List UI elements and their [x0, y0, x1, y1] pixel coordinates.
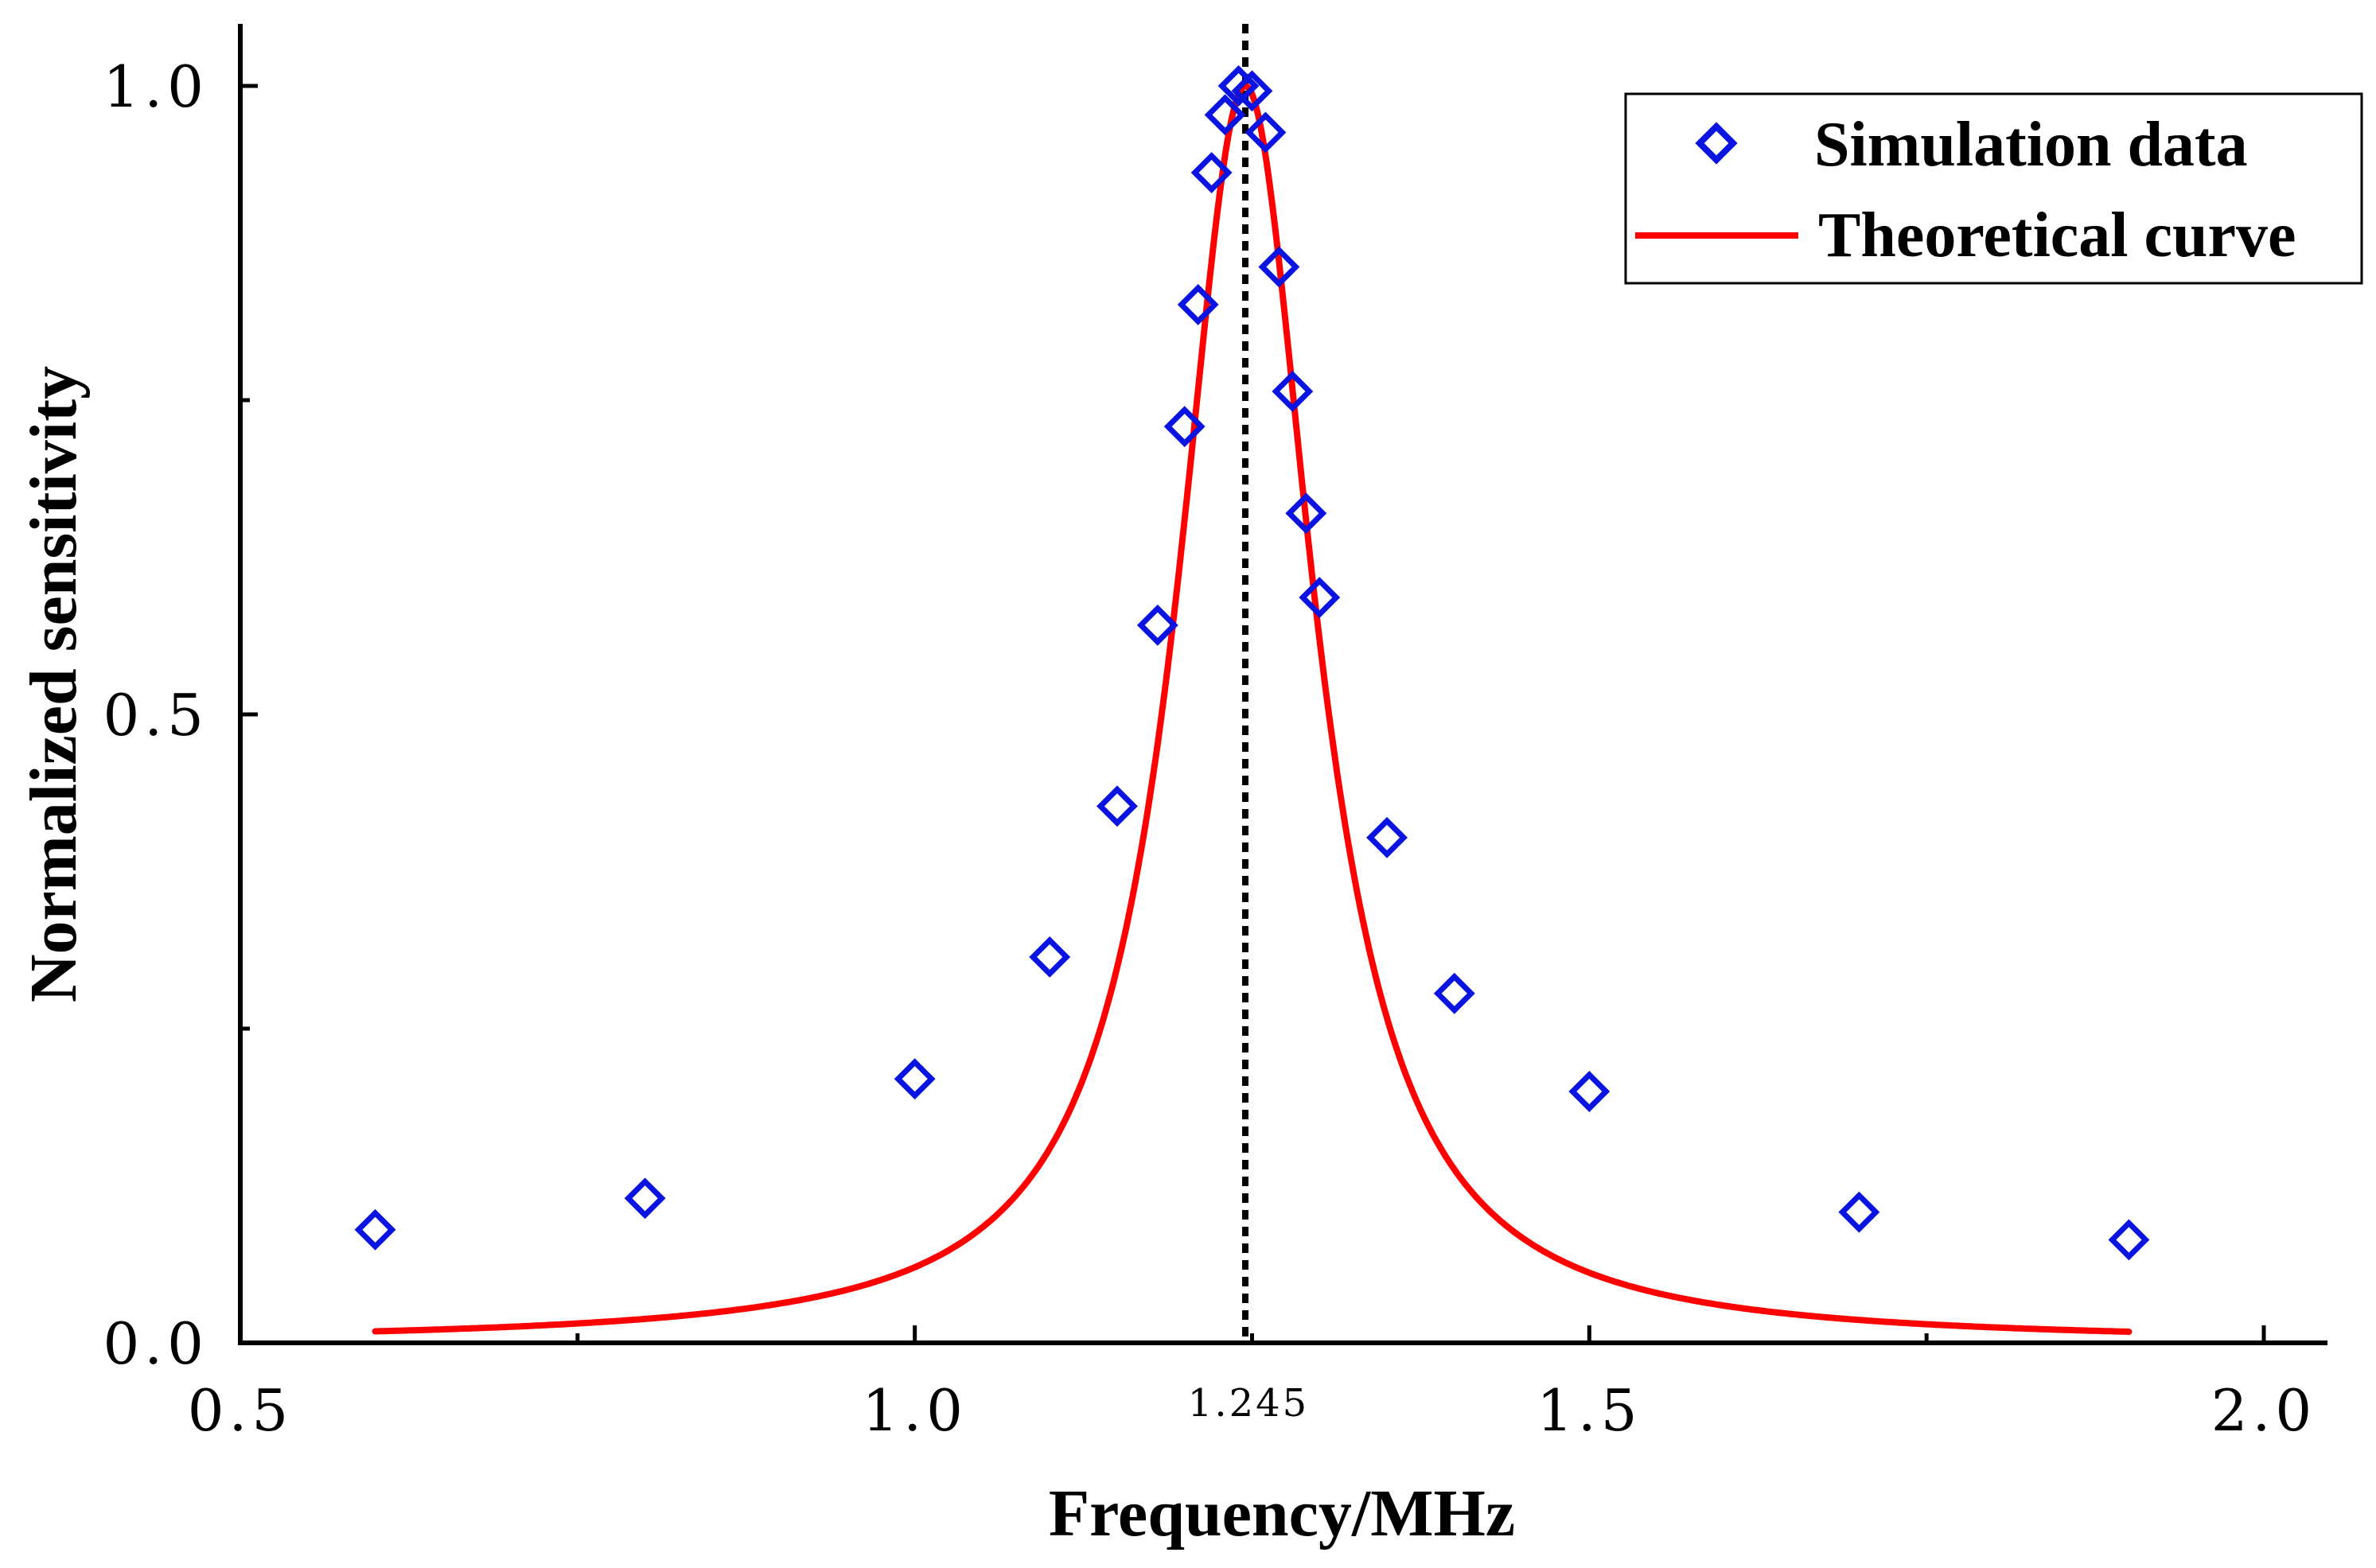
- simulation-point: [1568, 1071, 1611, 1112]
- simulation-point: [1096, 785, 1138, 827]
- x-tick-labels: 0.5 1.0 1.5 2.0: [188, 1377, 2317, 1444]
- simulation-point: [1838, 1191, 1880, 1233]
- y-tick-label: 0.0: [103, 1310, 208, 1377]
- simulation-point: [1029, 936, 1071, 978]
- simulation-point: [1136, 604, 1178, 646]
- simulation-point: [1272, 370, 1314, 412]
- simulation-point: [354, 1208, 396, 1251]
- plot-area: 0.5 1.0 1.5 2.0 0.00.51.0 1.245: [103, 24, 2327, 1444]
- simulation-point: [1163, 406, 1206, 448]
- axis-ticks: [240, 84, 2266, 1343]
- simulation-point: [1177, 283, 1219, 325]
- theoretical-curve: [372, 83, 2133, 1335]
- simulation-point: [1258, 246, 1300, 288]
- x-tick-label: 1.0: [862, 1377, 968, 1444]
- simulation-point: [1285, 492, 1327, 535]
- y-axis-title: Normalized sensitivity: [17, 366, 91, 1002]
- simulation-point: [1366, 816, 1408, 858]
- legend-diamond-marker: [1695, 122, 1738, 165]
- x-tick-label: 2.0: [2211, 1377, 2317, 1444]
- y-tick-labels: 0.0 0.5 1.0: [103, 53, 208, 1377]
- y-tick-label: 0.5: [103, 682, 208, 749]
- simulation-point: [1190, 152, 1233, 193]
- legend-label-theoretical: Theoretical curve: [1818, 200, 2296, 270]
- legend: Simulation data Theoretical curve: [1624, 92, 2363, 285]
- x-tick-label: 0.5: [188, 1377, 294, 1444]
- simulation-point: [2108, 1219, 2150, 1261]
- simulation-point: [624, 1177, 666, 1220]
- simulation-point: [894, 1058, 936, 1100]
- x-tick-label: 1.5: [1537, 1377, 1642, 1444]
- simulation-point: [1204, 94, 1246, 136]
- legend-box: [1624, 92, 2363, 285]
- y-tick-label: 1.0: [103, 53, 208, 120]
- simulation-point: [1299, 577, 1341, 619]
- simulation-point: [1231, 70, 1273, 112]
- x-axis-title: Frequency/MHz: [1049, 1477, 1515, 1550]
- reference-line-label: 1.245: [1188, 1381, 1309, 1426]
- simulation-point: [1433, 972, 1475, 1014]
- simulation-point: [1244, 111, 1287, 154]
- simulation-points: [354, 65, 2150, 1261]
- legend-label-simulation: Simulation data: [1814, 110, 2248, 180]
